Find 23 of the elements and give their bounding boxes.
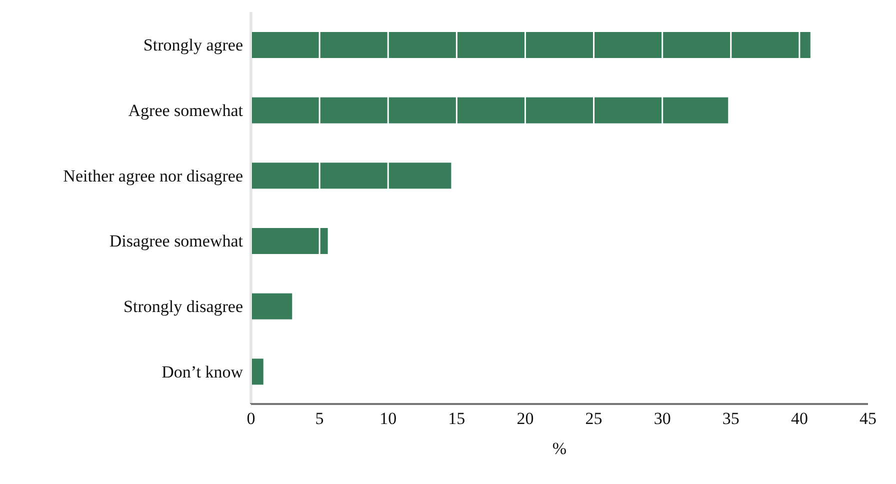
x-tick-label: 10 <box>380 409 397 428</box>
bar <box>251 32 810 58</box>
y-tick-label: Disagree somewhat <box>109 232 244 251</box>
y-tick-label: Agree somewhat <box>128 101 244 120</box>
x-tick-label: 5 <box>315 409 324 428</box>
x-tick-label: 25 <box>585 409 602 428</box>
bar <box>251 162 452 189</box>
x-tick-label: 0 <box>246 409 256 428</box>
x-tick-label: 30 <box>654 409 671 428</box>
x-tick-label: 40 <box>790 409 808 428</box>
y-tick-label: Strongly agree <box>143 36 243 55</box>
y-tick-label: Strongly disagree <box>124 297 243 316</box>
bar <box>251 228 328 254</box>
x-tick-label: 35 <box>722 409 740 428</box>
y-tick-label: Don’t know <box>162 362 244 382</box>
x-tick-label: 45 <box>860 409 876 428</box>
x-tick-label: 20 <box>516 409 534 428</box>
bar <box>251 97 728 124</box>
y-tick-label: Neither agree nor disagree <box>63 166 243 186</box>
bar <box>251 358 264 385</box>
x-tick-label: 15 <box>448 409 466 428</box>
bar <box>251 293 292 320</box>
x-axis-title: % <box>552 439 567 458</box>
